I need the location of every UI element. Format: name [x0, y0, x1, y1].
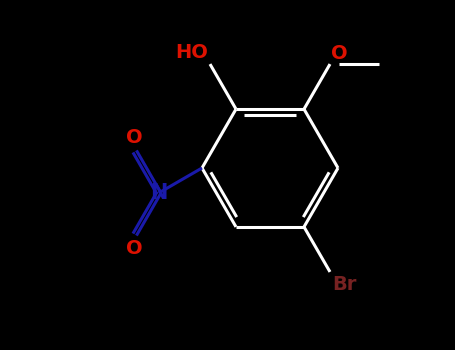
Text: Br: Br	[332, 275, 356, 294]
Text: N: N	[150, 183, 167, 203]
Text: O: O	[126, 128, 143, 147]
Text: O: O	[331, 44, 348, 63]
Text: O: O	[126, 239, 143, 258]
Text: HO: HO	[175, 43, 208, 62]
